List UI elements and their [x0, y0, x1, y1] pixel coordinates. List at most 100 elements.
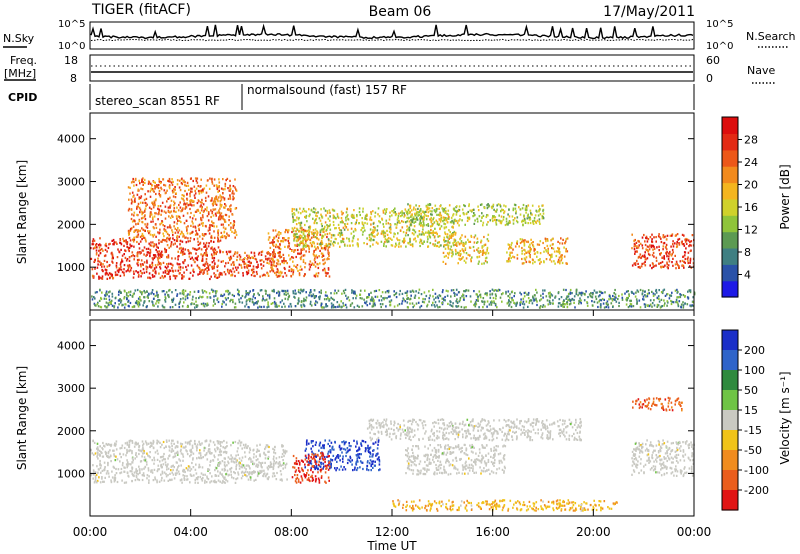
power-cell [159, 228, 161, 231]
power-cell [486, 261, 488, 264]
power-cell [153, 243, 156, 246]
power-cell [174, 257, 177, 260]
power-cell [685, 242, 688, 245]
velocity-cell [114, 442, 116, 445]
power-cell [357, 245, 359, 248]
power-cell [396, 304, 399, 307]
power-cell [128, 259, 131, 262]
power-cell [221, 234, 224, 237]
power-cell [132, 225, 135, 228]
power-cell [649, 303, 652, 306]
power-cell [215, 196, 217, 199]
power-cell [184, 289, 187, 292]
power-cell [225, 290, 227, 293]
power-cell [247, 269, 250, 272]
power-cell [313, 245, 316, 248]
power-cell [482, 251, 485, 254]
power-cell [145, 197, 148, 200]
power-cell [155, 255, 157, 258]
power-cell [554, 262, 556, 265]
power-cell [611, 298, 614, 301]
velocity-cell [173, 442, 175, 445]
power-cell [133, 238, 136, 241]
power-cell [154, 212, 156, 215]
power-cell [212, 204, 214, 207]
power-cell [478, 290, 481, 293]
power-cell [338, 232, 341, 235]
power-cell [191, 220, 193, 223]
power-cell [168, 269, 171, 272]
velocity-cell [237, 442, 239, 445]
power-cell [220, 195, 223, 198]
power-cell [511, 290, 514, 293]
power-cell [456, 222, 459, 225]
power-cell [660, 266, 663, 269]
power-cell [496, 208, 498, 211]
power-cell [492, 203, 495, 206]
freq-tick-top: 18 [64, 54, 78, 67]
velocity-cell [153, 459, 156, 462]
power-cell [329, 211, 331, 214]
power-cell [203, 269, 205, 272]
power-cell [292, 269, 295, 272]
power-cell [389, 211, 391, 214]
power-cell [313, 232, 315, 235]
power-cell [365, 300, 368, 303]
power-cell [170, 263, 173, 266]
power-cell [423, 233, 425, 236]
power-cell [506, 302, 509, 305]
power-cell [442, 289, 444, 292]
power-cell [372, 303, 375, 306]
power-cell [144, 238, 147, 241]
velocity-cell [189, 443, 191, 446]
power-cell [586, 301, 588, 304]
velocity-cell [127, 461, 129, 464]
power-cell [487, 252, 490, 255]
velocity-cell [149, 445, 151, 449]
power-cell [668, 260, 671, 263]
power-cell [128, 256, 131, 259]
power-cell [201, 255, 204, 258]
power-cell [222, 178, 224, 181]
power-cell [397, 216, 399, 220]
power-cell [98, 254, 100, 257]
power-cell [406, 225, 408, 228]
power-cell [298, 244, 300, 247]
power-cell [148, 272, 151, 275]
power-cell [294, 244, 296, 247]
power-cell [223, 301, 225, 304]
power-cell [234, 274, 236, 278]
power-cell [213, 230, 215, 233]
power-cell [332, 216, 335, 220]
power-cell [422, 222, 425, 225]
power-cell [340, 241, 343, 244]
power-cell [171, 178, 173, 181]
velocity-cell [170, 469, 172, 472]
power-cell [456, 251, 459, 254]
power-cell [169, 216, 172, 219]
power-cell [250, 274, 253, 277]
power-cell [278, 271, 280, 274]
power-cell [270, 263, 273, 266]
power-cell [236, 255, 239, 258]
power-cell [178, 219, 181, 222]
power-cell [445, 217, 447, 220]
power-cell [533, 299, 535, 302]
power-cell [164, 269, 167, 273]
power-cell [648, 292, 650, 295]
power-cell [404, 234, 407, 237]
power-cell [171, 300, 174, 303]
power-cell [458, 242, 461, 245]
power-cell [383, 225, 385, 228]
power-cell [216, 187, 219, 191]
power-cell [358, 305, 360, 308]
power-cell [225, 204, 227, 207]
power-cell [253, 252, 256, 255]
power-cell [275, 243, 277, 246]
power-cell [301, 229, 303, 232]
power-cell [117, 248, 119, 251]
power-cell [166, 232, 169, 235]
power-cell [471, 210, 473, 213]
power-cell [595, 291, 597, 294]
power-cell [436, 207, 438, 211]
